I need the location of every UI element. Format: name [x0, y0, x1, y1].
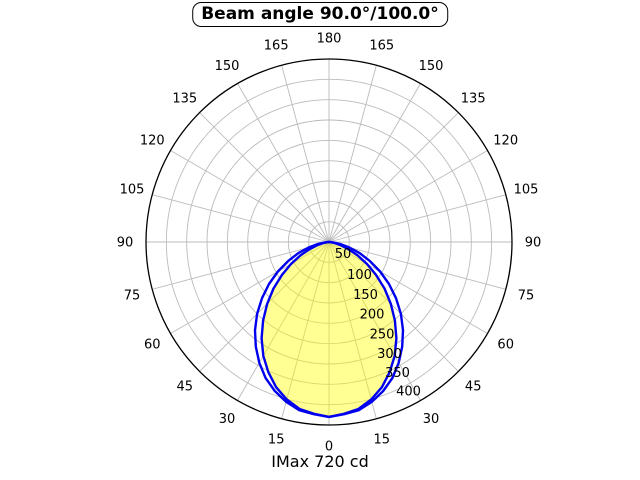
r-label-200: 200	[360, 308, 385, 323]
theta-tick-labels: 0 15 15 30 30 45 45 60 60 75 75 90 90 105 105 120 120 135…	[117, 32, 542, 455]
theta-label-30: 30	[219, 412, 236, 427]
theta-label-135: 135	[172, 91, 197, 106]
theta-label-45: 45	[177, 380, 194, 395]
theta-label-120: 120	[493, 134, 518, 149]
chart-title: Beam angle 90.0°/100.0°	[192, 2, 448, 27]
theta-label-30: 30	[423, 412, 440, 427]
imax-label: IMax 720 cd	[271, 452, 369, 471]
theta-label-180: 180	[317, 32, 342, 47]
r-tick-labels: 50 100 150 200 250 300 350 400	[335, 247, 421, 400]
theta-label-90: 90	[117, 236, 134, 251]
theta-label-60: 60	[144, 338, 161, 353]
beam-curve-100	[253, 240, 405, 419]
theta-label-45: 45	[465, 380, 482, 395]
r-label-150: 150	[353, 288, 378, 303]
theta-label-60: 60	[497, 338, 514, 353]
theta-label-0: 0	[325, 440, 333, 455]
theta-label-150: 150	[419, 59, 444, 74]
theta-label-75: 75	[518, 288, 535, 303]
r-label-50: 50	[335, 247, 352, 262]
theta-label-105: 105	[514, 183, 539, 198]
theta-label-105: 105	[120, 183, 145, 198]
theta-label-165: 165	[369, 39, 394, 54]
polar-outer-circle	[145, 58, 513, 426]
theta-label-75: 75	[124, 288, 141, 303]
r-label-100: 100	[347, 268, 372, 283]
theta-label-150: 150	[215, 59, 240, 74]
theta-label-15: 15	[374, 433, 391, 448]
r-label-400: 400	[396, 385, 421, 400]
theta-label-120: 120	[140, 134, 165, 149]
r-label-250: 250	[370, 328, 395, 343]
r-label-300: 300	[377, 347, 402, 362]
theta-label-165: 165	[264, 39, 289, 54]
r-label-350: 350	[385, 366, 410, 381]
theta-label-15: 15	[268, 433, 285, 448]
beam-fill-90	[261, 242, 397, 417]
polar-grid	[146, 59, 512, 425]
theta-label-135: 135	[461, 91, 486, 106]
theta-label-90: 90	[525, 236, 542, 251]
